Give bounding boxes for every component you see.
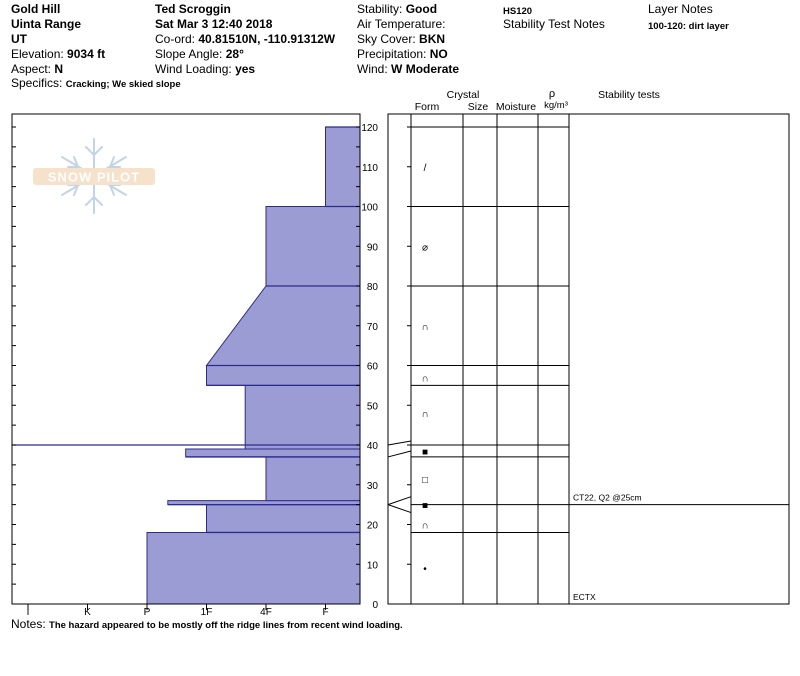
elevation: Elevation: 9034 ft (11, 47, 106, 61)
hardness-segment (206, 365, 361, 386)
wind: Wind: W Moderate (357, 62, 460, 76)
snowpilot-logo: SNOW PILOT (33, 138, 155, 214)
hardness-tick-label: 1F (201, 607, 213, 618)
height-tick-label: 40 (367, 441, 379, 452)
crystal-form-symbol: ⌀ (422, 242, 428, 253)
height-tick-label: 100 (361, 203, 378, 214)
height-tick-label: 120 (361, 123, 378, 134)
moisture-header: Moisture (496, 101, 536, 113)
state: UT (11, 32, 27, 46)
crystal-form-symbol: ∩ (421, 373, 428, 384)
hardness-segment (325, 126, 361, 207)
observer: Ted Scroggin (155, 2, 231, 16)
hardness-segment (265, 206, 361, 287)
crystal-form-symbol: □ (422, 475, 428, 486)
specifics: Specifics: Cracking; We skied slope (11, 76, 181, 90)
hardness-segment (206, 504, 361, 533)
hardness-tick-label: I (27, 607, 30, 618)
crystal-form-symbol: ■ (422, 447, 428, 458)
range: Uinta Range (11, 17, 82, 31)
layer-connector (387, 504, 412, 514)
precipitation: Precipitation: NO (357, 47, 448, 61)
hardness-tick-label: K (84, 607, 91, 618)
hardness-tick-label: F (322, 607, 328, 618)
layer-connector (387, 450, 412, 458)
hardness-tick-label: P (144, 607, 151, 618)
hardness-segment (265, 456, 361, 502)
sky-cover: Sky Cover: BKN (357, 32, 446, 46)
hs-value: HS120 (503, 6, 533, 17)
density-unit-header: kg/m³ (544, 100, 568, 111)
hardness-segment (205, 285, 361, 366)
layer-connector (387, 496, 412, 506)
slope-angle: Slope Angle: 28° (155, 47, 244, 61)
hardness-graph-frame (11, 113, 361, 605)
crystal-form-symbol: ■ (422, 501, 428, 512)
stability-tests-header: Stability tests (598, 89, 660, 101)
crystal-form-symbol: • (423, 564, 427, 575)
hardness-tick-label: 4F (260, 607, 272, 618)
form-header: Form (415, 101, 440, 113)
wind-loading: Wind Loading: yes (155, 62, 256, 76)
datetime: Sat Mar 3 12:40 2018 (155, 17, 273, 31)
height-tick-label: 20 (367, 521, 379, 532)
location: Gold Hill (11, 2, 61, 16)
crystal-form-symbol: / (424, 163, 427, 174)
air-temperature: Air Temperature: (357, 17, 446, 31)
layer-table-frame (387, 113, 790, 605)
coordinates: Co-ord: 40.81510N, -110.91312W (155, 32, 336, 46)
height-tick-label: 90 (367, 242, 379, 253)
stability: Stability: Good (357, 2, 438, 16)
stability-test-label: CT22, Q2 @25cm (573, 493, 642, 503)
aspect: Aspect: N (11, 62, 64, 76)
height-tick-label: 80 (367, 282, 379, 293)
layer-notes-label: Layer Notes (648, 2, 713, 16)
layer-note: 100-120: dirt layer (648, 21, 729, 32)
crystal-form-symbol: ∩ (421, 322, 428, 333)
hardness-segment (146, 531, 361, 605)
rho-header: ρ (549, 88, 555, 100)
crystal-form-symbol: ∩ (421, 521, 428, 532)
stability-test-notes-label: Stability Test Notes (503, 17, 605, 31)
height-tick-label: 0 (372, 600, 378, 611)
height-tick-label: 50 (367, 401, 379, 412)
hardness-segment (185, 448, 361, 458)
hardness-segment (244, 384, 361, 450)
height-tick-label: 30 (367, 481, 379, 492)
snowpilot-logo-text: SNOW PILOT (48, 170, 140, 185)
crystal-header: Crystal (447, 89, 480, 101)
size-header: Size (468, 101, 489, 113)
height-tick-label: 60 (367, 362, 379, 373)
crystal-form-symbol: ∩ (421, 409, 428, 420)
stability-test-label: ECTX (573, 592, 596, 602)
notes: Notes: The hazard appeared to be mostly … (11, 617, 403, 631)
height-tick-label: 10 (367, 560, 379, 571)
height-tick-label: 70 (367, 322, 379, 333)
height-tick-label: 110 (362, 163, 378, 174)
layer-connector (387, 440, 412, 446)
